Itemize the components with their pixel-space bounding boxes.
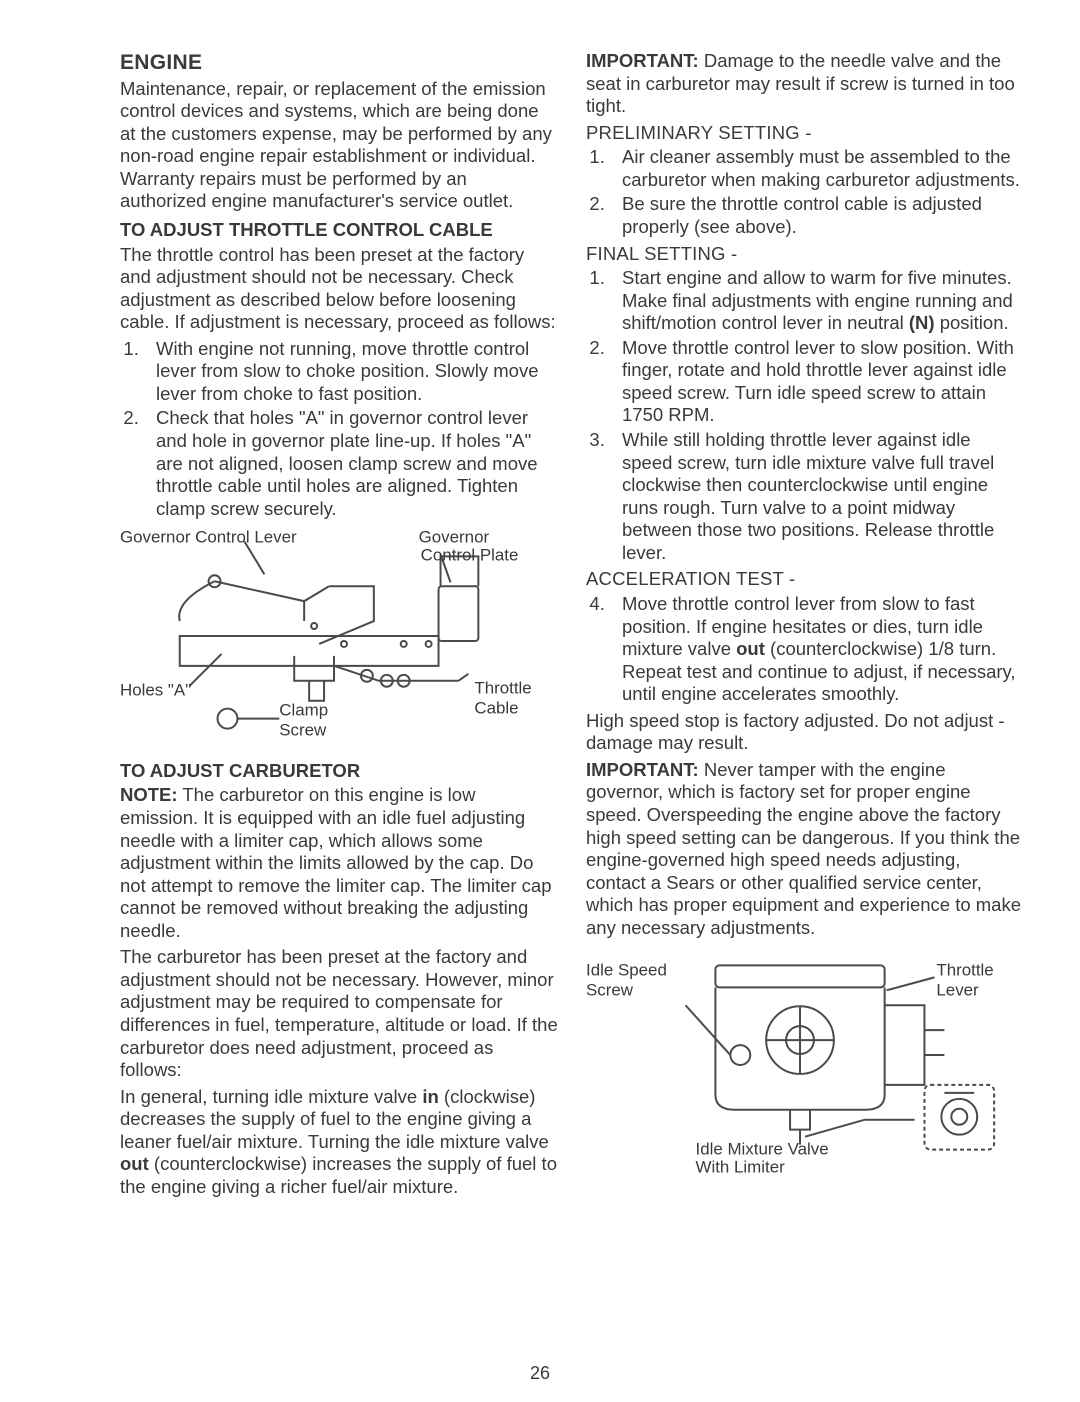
two-column-layout: ENGINE Maintenance, repair, or replaceme…	[120, 50, 1024, 1203]
final1b: position.	[935, 312, 1009, 333]
throttle-diagram: Governor Control Lever Governor Control …	[120, 526, 558, 742]
important2: IMPORTANT: Never tamper with the engine …	[586, 759, 1024, 940]
label-throttle: Throttle	[936, 961, 993, 980]
accel-heading: ACCELERATION TEST -	[586, 568, 1024, 591]
highspeed-para: High speed stop is factory adjusted. Do …	[586, 710, 1024, 755]
final1-N: (N)	[909, 312, 935, 333]
prelim-heading: PRELIMINARY SETTING -	[586, 122, 1024, 145]
throttle-steps: With engine not running, move throttle c…	[120, 338, 558, 521]
note-label: NOTE:	[120, 784, 178, 805]
carb-para3: In general, turning idle mixture valve i…	[120, 1086, 558, 1199]
label-throttle: Throttle	[474, 679, 531, 698]
final-step-2: Move throttle control lever to slow posi…	[610, 337, 1024, 427]
important1: IMPORTANT: Damage to the needle valve an…	[586, 50, 1024, 118]
prelim-step-2: Be sure the throttle control cable is ad…	[610, 193, 1024, 238]
accel-steps: Move throttle control lever from slow to…	[586, 593, 1024, 706]
label-holes: Holes "A"	[120, 681, 191, 700]
label-screw: Screw	[586, 981, 634, 1000]
final-steps: Start engine and allow to warm for five …	[586, 267, 1024, 564]
engine-heading: ENGINE	[120, 50, 558, 76]
label-gov-plate-1: Governor	[419, 528, 490, 547]
note-text: The carburetor on this engine is low emi…	[120, 784, 552, 940]
carb3-in: in	[422, 1086, 438, 1107]
label-cable: Cable	[474, 699, 518, 718]
final-step-3: While still holding throttle lever again…	[610, 429, 1024, 564]
important-label-2: IMPORTANT:	[586, 759, 699, 780]
label-idle-speed: Idle Speed	[586, 961, 667, 980]
label-limiter: With Limiter	[696, 1158, 786, 1176]
label-screw: Screw	[279, 721, 327, 740]
carb-note: NOTE: The carburetor on this engine is l…	[120, 784, 558, 942]
engine-para: Maintenance, repair, or replacement of t…	[120, 78, 558, 213]
important2-text: Never tamper with the engine governor, w…	[586, 759, 1021, 938]
accel-step-4: Move throttle control lever from slow to…	[610, 593, 1024, 706]
final-step-1: Start engine and allow to warm for five …	[610, 267, 1024, 335]
page-number: 26	[0, 1363, 1080, 1384]
manual-page: ENGINE Maintenance, repair, or replaceme…	[0, 0, 1080, 1402]
throttle-para: The throttle control has been preset at …	[120, 244, 558, 334]
prelim-steps: Air cleaner assembly must be assembled t…	[586, 146, 1024, 238]
label-clamp: Clamp	[279, 701, 328, 720]
carb-heading: TO ADJUST CARBURETOR	[120, 760, 558, 783]
carb3c: (counterclockwise) increases the supply …	[120, 1153, 557, 1197]
throttle-step-2: Check that holes "A" in governor control…	[144, 407, 558, 520]
carburetor-diagram: Idle Speed Screw Throttle Lever Idle Mix…	[586, 945, 1024, 1175]
prelim-step-1: Air cleaner assembly must be assembled t…	[610, 146, 1024, 191]
carb-para2: The carburetor has been preset at the fa…	[120, 946, 558, 1081]
carb3-out: out	[120, 1153, 149, 1174]
label-gov-lever: Governor Control Lever	[120, 528, 297, 547]
label-idle-mix: Idle Mixture Valve	[696, 1140, 829, 1159]
left-column: ENGINE Maintenance, repair, or replaceme…	[120, 50, 558, 1203]
carb3a: In general, turning idle mixture valve	[120, 1086, 422, 1107]
label-lever: Lever	[936, 981, 979, 1000]
final-heading: FINAL SETTING -	[586, 243, 1024, 266]
label-gov-plate-2: Control Plate	[421, 546, 519, 565]
accel4-out: out	[736, 638, 765, 659]
throttle-step-1: With engine not running, move throttle c…	[144, 338, 558, 406]
important-label-1: IMPORTANT:	[586, 50, 699, 71]
right-column: IMPORTANT: Damage to the needle valve an…	[586, 50, 1024, 1203]
throttle-heading: TO ADJUST THROTTLE CONTROL CABLE	[120, 219, 558, 242]
